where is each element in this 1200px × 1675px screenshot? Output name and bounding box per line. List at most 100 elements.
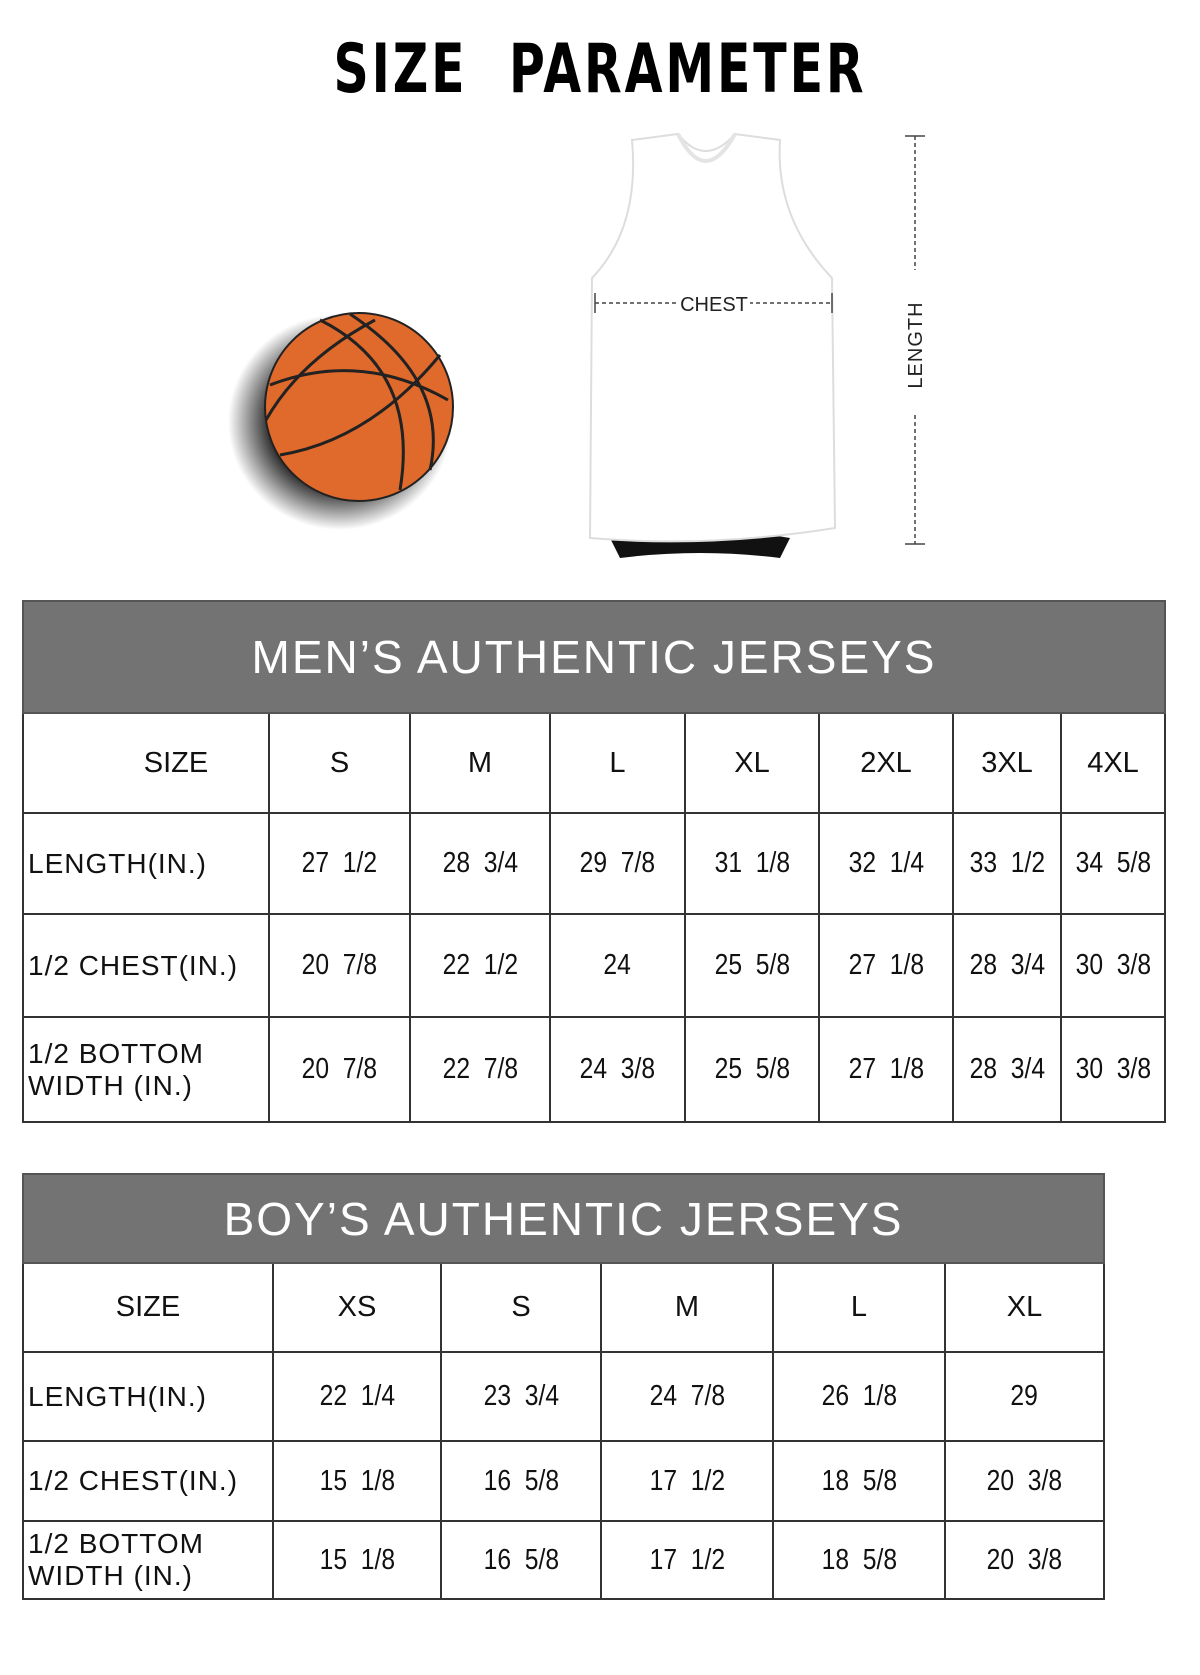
value-cell: 20 7/8 xyxy=(268,1016,411,1123)
value-text: 28 3/4 xyxy=(442,847,518,879)
value-text: 30 3/8 xyxy=(1075,949,1151,981)
value-text: 15 1/8 xyxy=(319,1464,395,1497)
value-cell: 22 1/2 xyxy=(409,913,551,1018)
chest-label: CHEST xyxy=(680,294,748,316)
value-cell: 28 3/4 xyxy=(409,812,551,915)
table-row: LENGTH(IN.) 22 1/4 23 3/4 24 7/8 26 1/8 29 xyxy=(22,1351,1106,1442)
basketball-icon xyxy=(228,312,454,530)
value-cell: 16 5/8 xyxy=(440,1520,602,1600)
value-cell: 29 7/8 xyxy=(549,812,686,915)
table-row: 1/2 BOTTOM WIDTH (IN.) 15 1/8 16 5/8 17 1/2… xyxy=(22,1520,1106,1600)
value-text: 18 5/8 xyxy=(821,1543,897,1576)
value-cell: 32 1/4 xyxy=(818,812,954,915)
value-text: 20 7/8 xyxy=(301,949,378,981)
value-text: 32 1/4 xyxy=(848,847,924,879)
value-cell: 26 1/8 xyxy=(772,1351,946,1442)
size-cell: 4XL xyxy=(1060,712,1166,814)
value-cell: 34 5/8 xyxy=(1060,812,1166,915)
row-label: 1/2 CHEST(IN.) xyxy=(22,913,270,1018)
table-row: 1/2 BOTTOM WIDTH (IN.) 20 7/8 22 7/8 24 3/8… xyxy=(22,1016,1166,1123)
size-cell: XL xyxy=(684,712,820,814)
men-table-title: MEN’S AUTHENTIC JERSEYS xyxy=(22,600,1166,714)
value-text: 15 1/8 xyxy=(319,1543,395,1576)
value-text: 26 1/8 xyxy=(821,1380,897,1412)
value-cell: 24 3/8 xyxy=(549,1016,686,1123)
length-measure: LENGTH xyxy=(905,135,927,545)
row-label: 1/2 BOTTOM WIDTH (IN.) xyxy=(22,1016,270,1123)
value-text: 16 5/8 xyxy=(483,1543,559,1576)
value-text: 17 1/2 xyxy=(649,1543,725,1576)
value-text: 28 3/4 xyxy=(969,949,1045,981)
size-cell: M xyxy=(600,1262,774,1353)
value-cell: 22 1/4 xyxy=(272,1351,442,1442)
value-text: 16 5/8 xyxy=(483,1464,559,1497)
value-text: 20 7/8 xyxy=(301,1053,378,1085)
value-text: 34 5/8 xyxy=(1075,847,1151,879)
value-text: 20 3/8 xyxy=(986,1464,1063,1497)
value-text: 28 3/4 xyxy=(969,1053,1045,1085)
men-size-row: SIZE S M L XL 2XL 3XL 4XL xyxy=(22,712,1166,814)
value-cell: 16 5/8 xyxy=(440,1440,602,1522)
table-row: 1/2 CHEST(IN.) 20 7/8 22 1/2 24 25 5/8 27 1/8… xyxy=(22,913,1166,1018)
value-text: 23 3/4 xyxy=(483,1380,559,1412)
value-text: 25 5/8 xyxy=(714,1053,790,1085)
size-header: SIZE xyxy=(22,1262,274,1353)
size-cell: 2XL xyxy=(818,712,954,814)
value-cell: 31 1/8 xyxy=(684,812,820,915)
size-header: SIZE xyxy=(22,712,270,814)
value-text: 33 1/2 xyxy=(969,847,1045,879)
size-cell: M xyxy=(409,712,551,814)
length-label: LENGTH xyxy=(905,301,927,388)
value-cell: 15 1/8 xyxy=(272,1520,442,1600)
value-cell: 17 1/2 xyxy=(600,1440,774,1522)
value-cell: 20 3/8 xyxy=(943,1520,1106,1600)
value-text: 22 1/2 xyxy=(442,949,518,981)
size-cell: S xyxy=(440,1262,602,1353)
value-text: 17 1/2 xyxy=(649,1464,725,1497)
row-label: LENGTH(IN.) xyxy=(22,1351,274,1442)
value-text: 31 1/8 xyxy=(714,847,790,879)
boys-table-title: BOY’S AUTHENTIC JERSEYS xyxy=(21,1173,1106,1264)
value-cell: 20 3/8 xyxy=(943,1440,1106,1522)
row-label: LENGTH(IN.) xyxy=(22,812,270,915)
boys-size-row: SIZE XS S M L XL xyxy=(22,1262,1106,1353)
size-cell: XL xyxy=(943,1262,1106,1353)
row-label: 1/2 CHEST(IN.) xyxy=(22,1440,274,1522)
size-cell: L xyxy=(772,1262,946,1353)
value-cell: 25 5/8 xyxy=(684,1016,820,1123)
size-cell: S xyxy=(268,712,411,814)
value-text: 29 7/8 xyxy=(579,847,656,879)
value-cell: 20 7/8 xyxy=(268,913,411,1018)
value-cell: 30 3/8 xyxy=(1060,1016,1166,1123)
size-cell: 3XL xyxy=(952,712,1062,814)
value-cell: 30 3/8 xyxy=(1060,913,1166,1018)
value-text: 24 xyxy=(603,949,632,981)
value-text: 29 xyxy=(1010,1380,1039,1412)
value-text: 27 1/8 xyxy=(848,1053,924,1085)
value-cell: 22 7/8 xyxy=(409,1016,551,1123)
value-cell: 23 3/4 xyxy=(440,1351,602,1442)
value-cell: 24 xyxy=(549,913,686,1018)
jersey-diagram: CHEST xyxy=(588,132,837,558)
value-cell: 28 3/4 xyxy=(952,913,1062,1018)
value-cell: 27 1/8 xyxy=(818,913,954,1018)
boys-size-table: BOY’S AUTHENTIC JERSEYS SIZE XS S M L XL… xyxy=(21,1173,1106,1600)
table-row: LENGTH(IN.) 27 1/2 28 3/4 29 7/8 31 1/8 32 1/… xyxy=(22,812,1166,915)
size-cell: XS xyxy=(272,1262,442,1353)
value-text: 27 1/2 xyxy=(301,847,378,879)
value-text: 22 1/4 xyxy=(319,1380,395,1412)
value-text: 20 3/8 xyxy=(986,1543,1063,1576)
value-cell: 29 xyxy=(943,1351,1106,1442)
value-cell: 28 3/4 xyxy=(952,1016,1062,1123)
value-cell: 18 5/8 xyxy=(772,1520,946,1600)
value-cell: 15 1/8 xyxy=(272,1440,442,1522)
value-text: 24 7/8 xyxy=(649,1380,725,1412)
value-text: 22 7/8 xyxy=(442,1053,518,1085)
page-title: SIZE PARAMETER xyxy=(333,30,867,109)
value-text: 25 5/8 xyxy=(714,949,790,981)
table-row: 1/2 CHEST(IN.) 15 1/8 16 5/8 17 1/2 18 5/8 20… xyxy=(22,1440,1106,1522)
value-text: 18 5/8 xyxy=(821,1464,897,1497)
value-cell: 24 7/8 xyxy=(600,1351,774,1442)
value-cell: 27 1/2 xyxy=(268,812,411,915)
size-cell: L xyxy=(549,712,686,814)
